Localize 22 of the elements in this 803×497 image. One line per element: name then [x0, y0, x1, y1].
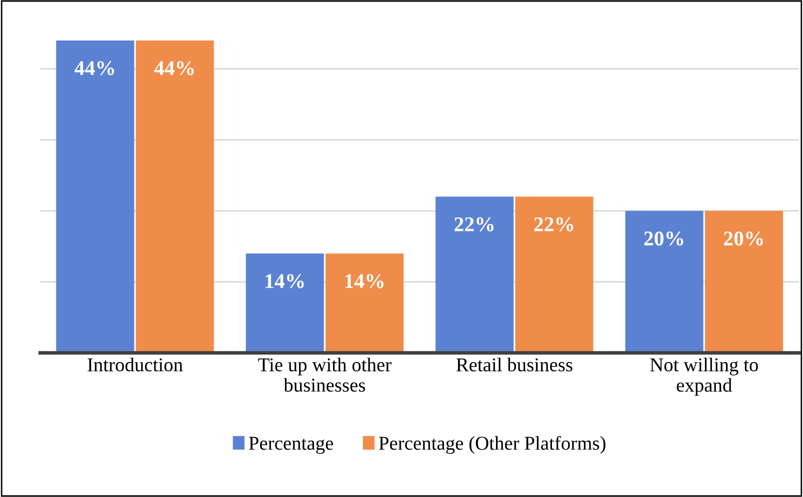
bar [326, 253, 404, 353]
bar [136, 40, 214, 353]
data-label: 20% [724, 231, 763, 246]
bar [625, 210, 704, 353]
bar [436, 196, 514, 353]
x-tick-label: Retail business [456, 358, 572, 372]
bar [246, 253, 324, 353]
data-label: 22% [454, 217, 494, 232]
x-tick-label: Introduction [88, 358, 183, 372]
data-label: 44% [74, 61, 114, 76]
data-label: 44% [154, 61, 194, 76]
x-tick-label: Tie up with other businesses [258, 358, 392, 392]
data-label: 20% [644, 231, 684, 246]
legend-label: Percentage (Other Platforms) [378, 436, 606, 454]
legend-label: Percentage [248, 436, 334, 454]
data-label: 14% [266, 274, 304, 288]
bar [56, 40, 134, 353]
x-tick-label: Not willing to expand [650, 358, 758, 396]
data-label: 14% [345, 274, 384, 288]
bar [515, 196, 594, 353]
bar [704, 210, 784, 353]
data-label: 22% [534, 217, 574, 232]
